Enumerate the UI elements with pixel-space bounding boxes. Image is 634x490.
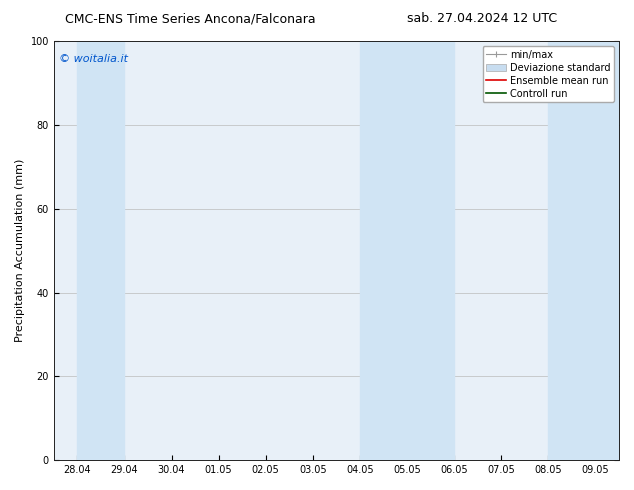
Bar xyxy=(360,41,454,460)
Title: CMC-ENS Time Series Ancona/Falconara    sab. 27.04.2024 12 UTC: CMC-ENS Time Series Ancona/Falconara sab… xyxy=(0,489,1,490)
Text: sab. 27.04.2024 12 UTC: sab. 27.04.2024 12 UTC xyxy=(407,12,557,25)
Text: © woitalia.it: © woitalia.it xyxy=(60,53,129,64)
Y-axis label: Precipitation Accumulation (mm): Precipitation Accumulation (mm) xyxy=(15,159,25,343)
Legend: min/max, Deviazione standard, Ensemble mean run, Controll run: min/max, Deviazione standard, Ensemble m… xyxy=(482,46,614,102)
Bar xyxy=(77,41,124,460)
Text: CMC-ENS Time Series Ancona/Falconara: CMC-ENS Time Series Ancona/Falconara xyxy=(65,12,316,25)
Bar xyxy=(548,41,634,460)
